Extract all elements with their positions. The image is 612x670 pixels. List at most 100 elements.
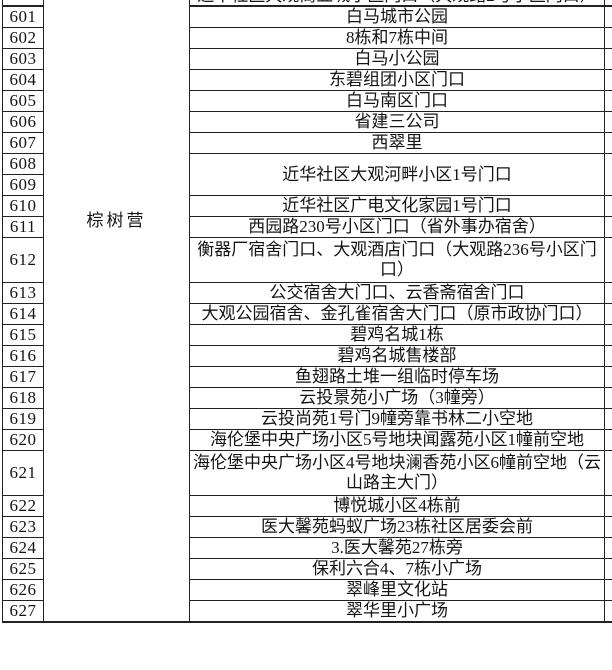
location-cell-text: 海伦堡中央广场小区4号地块澜香苑小区6幢前空地（云山路主大门） xyxy=(193,453,601,492)
location-cell: 3.医大馨苑27栋旁 xyxy=(189,537,605,559)
location-cell: 省建三公司 xyxy=(189,111,605,133)
location-cell: 白马城市公园 xyxy=(189,5,605,28)
sliver-cell xyxy=(604,579,612,601)
table-row: 613 公交宿舍大门口、云香斋宿舍门口 xyxy=(2,282,612,304)
sliver-cell xyxy=(604,153,612,196)
sliver-cell xyxy=(604,216,612,238)
location-cell: 白马南区门口 xyxy=(189,90,605,112)
sliver-cell xyxy=(604,90,612,112)
row-number-cell: 606 xyxy=(2,111,44,133)
sliver-cell xyxy=(604,5,612,28)
row-number-cell-text: 607 xyxy=(9,133,37,153)
location-cell-text: 海伦堡中央广场小区5号地块闻露苑小区1幢前空地 xyxy=(210,430,584,450)
row-number-cell: 611 xyxy=(2,216,44,238)
location-cell-text: 碧鸡名城1栋 xyxy=(350,325,444,345)
location-cell-text: 翠华里小广场 xyxy=(346,601,448,620)
row-number-cell-text: 609 xyxy=(9,175,37,195)
sliver-cell xyxy=(604,558,612,580)
row-number-cell: 625 xyxy=(2,558,44,580)
location-cell: 西园路230号小区门口（省外事办宿舍） xyxy=(189,216,605,238)
row-number-cell-text: 616 xyxy=(9,346,37,366)
location-cell-text: 西园路230号小区门口（省外事办宿舍） xyxy=(248,217,546,237)
location-cell: 鱼翅路土堆一组临时停车场 xyxy=(189,366,605,388)
location-cell-text: 云投景苑小广场（3幢旁） xyxy=(299,388,495,408)
location-cell: 衡器厂宿舍门口、大观酒店门口（大观路236号小区门口） xyxy=(189,237,605,283)
location-cell: 保利六合4、7栋小广场 xyxy=(189,558,605,580)
row-number-cell-text: 623 xyxy=(9,517,37,537)
location-cell-text: 近华社区广电文化家园1号门口 xyxy=(282,196,512,216)
table-body: 棕树营 近华社区大观商业城小区门口（大观路2号小区门口） 601 白马城市公园 602 8… xyxy=(2,0,612,623)
district-cell: 棕树营 xyxy=(43,0,190,623)
sliver-cell xyxy=(604,0,612,7)
row-number-cell: 622 xyxy=(2,495,44,517)
table-row: 621 海伦堡中央广场小区4号地块澜香苑小区6幢前空地（云山路主大门） xyxy=(2,450,612,496)
location-cell-text: 云投尚苑1号门9幢旁靠书林二小空地 xyxy=(261,409,533,429)
sliver-cell xyxy=(604,450,612,496)
table-row: 625 保利六合4、7栋小广场 xyxy=(2,558,612,580)
table-row: 608 近华社区大观河畔小区1号门口 xyxy=(2,153,612,196)
location-cell: 西翠里 xyxy=(189,132,605,154)
row-number-cell-text: 612 xyxy=(9,250,37,269)
row-number-cell-clipped xyxy=(2,0,44,7)
row-number-cell-text: 622 xyxy=(9,496,37,516)
sliver-cell xyxy=(604,345,612,367)
location-cell-text: 医大馨苑蚂蚁广场23栋社区居委会前 xyxy=(261,517,533,537)
row-number-cell-text: 611 xyxy=(9,217,37,237)
table-row: 619 云投尚苑1号门9幢旁靠书林二小空地 xyxy=(2,408,612,430)
table-row: 627 翠华里小广场 xyxy=(2,600,612,623)
location-cell-text: 西翠里 xyxy=(371,133,423,153)
row-number-cell-text: 617 xyxy=(9,367,37,387)
table-row: 607 西翠里 xyxy=(2,132,612,154)
row-number-cell-text: 610 xyxy=(9,196,37,216)
sliver-cell xyxy=(604,27,612,49)
row-number-cell-text: 604 xyxy=(9,70,37,90)
sliver-cell xyxy=(604,537,612,559)
sliver-cell xyxy=(604,132,612,154)
row-number-cell: 613 xyxy=(2,282,44,304)
location-cell-text: 公交宿舍大门口、云香斋宿舍门口 xyxy=(269,283,525,303)
row-number-cell-text: 624 xyxy=(9,538,37,558)
location-cell: 医大馨苑蚂蚁广场23栋社区居委会前 xyxy=(189,516,605,538)
location-cell: 云投景苑小广场（3幢旁） xyxy=(189,387,605,409)
sliver-cell xyxy=(604,195,612,217)
row-number-cell: 619 xyxy=(2,408,44,430)
row-number-cell: 621 xyxy=(2,450,44,496)
sliver-cell xyxy=(604,237,612,283)
row-number-cell-text: 603 xyxy=(9,49,37,69)
table-row-clipped: 棕树营 近华社区大观商业城小区门口（大观路2号小区门口） xyxy=(2,0,612,623)
location-cell-text: 3.医大馨苑27栋旁 xyxy=(331,538,463,558)
location-cell: 公交宿舍大门口、云香斋宿舍门口 xyxy=(189,282,605,304)
row-number-cell-text: 625 xyxy=(9,559,37,579)
location-cell-clipped: 近华社区大观商业城小区门口（大观路2号小区门口） xyxy=(189,0,605,7)
table-row: 612 衡器厂宿舍门口、大观酒店门口（大观路236号小区门口） xyxy=(2,237,612,283)
row-number-cell-text: 605 xyxy=(9,91,37,111)
row-number-cell: 602 xyxy=(2,27,44,49)
clipped-row-text: 近华社区大观商业城小区门口（大观路2号小区门口） xyxy=(191,0,604,4)
location-cell-text: 东碧组团小区门口 xyxy=(329,70,465,90)
sliver-cell xyxy=(604,324,612,346)
row-number-cell-text: 619 xyxy=(9,409,37,429)
table-row: 609 xyxy=(2,174,612,196)
sliver-cell xyxy=(604,366,612,388)
sliver-cell xyxy=(604,282,612,304)
location-cell-text: 大观公园宿舍、金孔雀宿舍大门口（原市政协门口） xyxy=(201,304,593,324)
sliver-cell xyxy=(604,516,612,538)
row-number-cell: 608 xyxy=(2,153,44,175)
row-number-cell: 603 xyxy=(2,48,44,70)
row-number-cell: 601 xyxy=(2,5,44,28)
location-cell-text: 翠峰里文化站 xyxy=(346,580,448,600)
location-cell-text: 8栋和7栋中间 xyxy=(346,28,448,48)
sliver-cell xyxy=(604,408,612,430)
table-row: 615 碧鸡名城1栋 xyxy=(2,324,612,346)
location-cell-text: 近华社区大观河畔小区1号门口 xyxy=(282,164,512,184)
location-cell: 近华社区大观河畔小区1号门口 xyxy=(189,153,605,196)
table-row: 618 云投景苑小广场（3幢旁） xyxy=(2,387,612,409)
row-number-cell-text: 614 xyxy=(9,304,37,324)
row-number-cell-text: 601 xyxy=(9,7,37,26)
location-cell-text: 白马南区门口 xyxy=(346,91,448,111)
table-row: 611 西园路230号小区门口（省外事办宿舍） xyxy=(2,216,612,238)
sliver-cell xyxy=(604,48,612,70)
table-row: 617 鱼翅路土堆一组临时停车场 xyxy=(2,366,612,388)
row-number-cell-text: 615 xyxy=(9,325,37,345)
sliver-cell xyxy=(604,429,612,451)
